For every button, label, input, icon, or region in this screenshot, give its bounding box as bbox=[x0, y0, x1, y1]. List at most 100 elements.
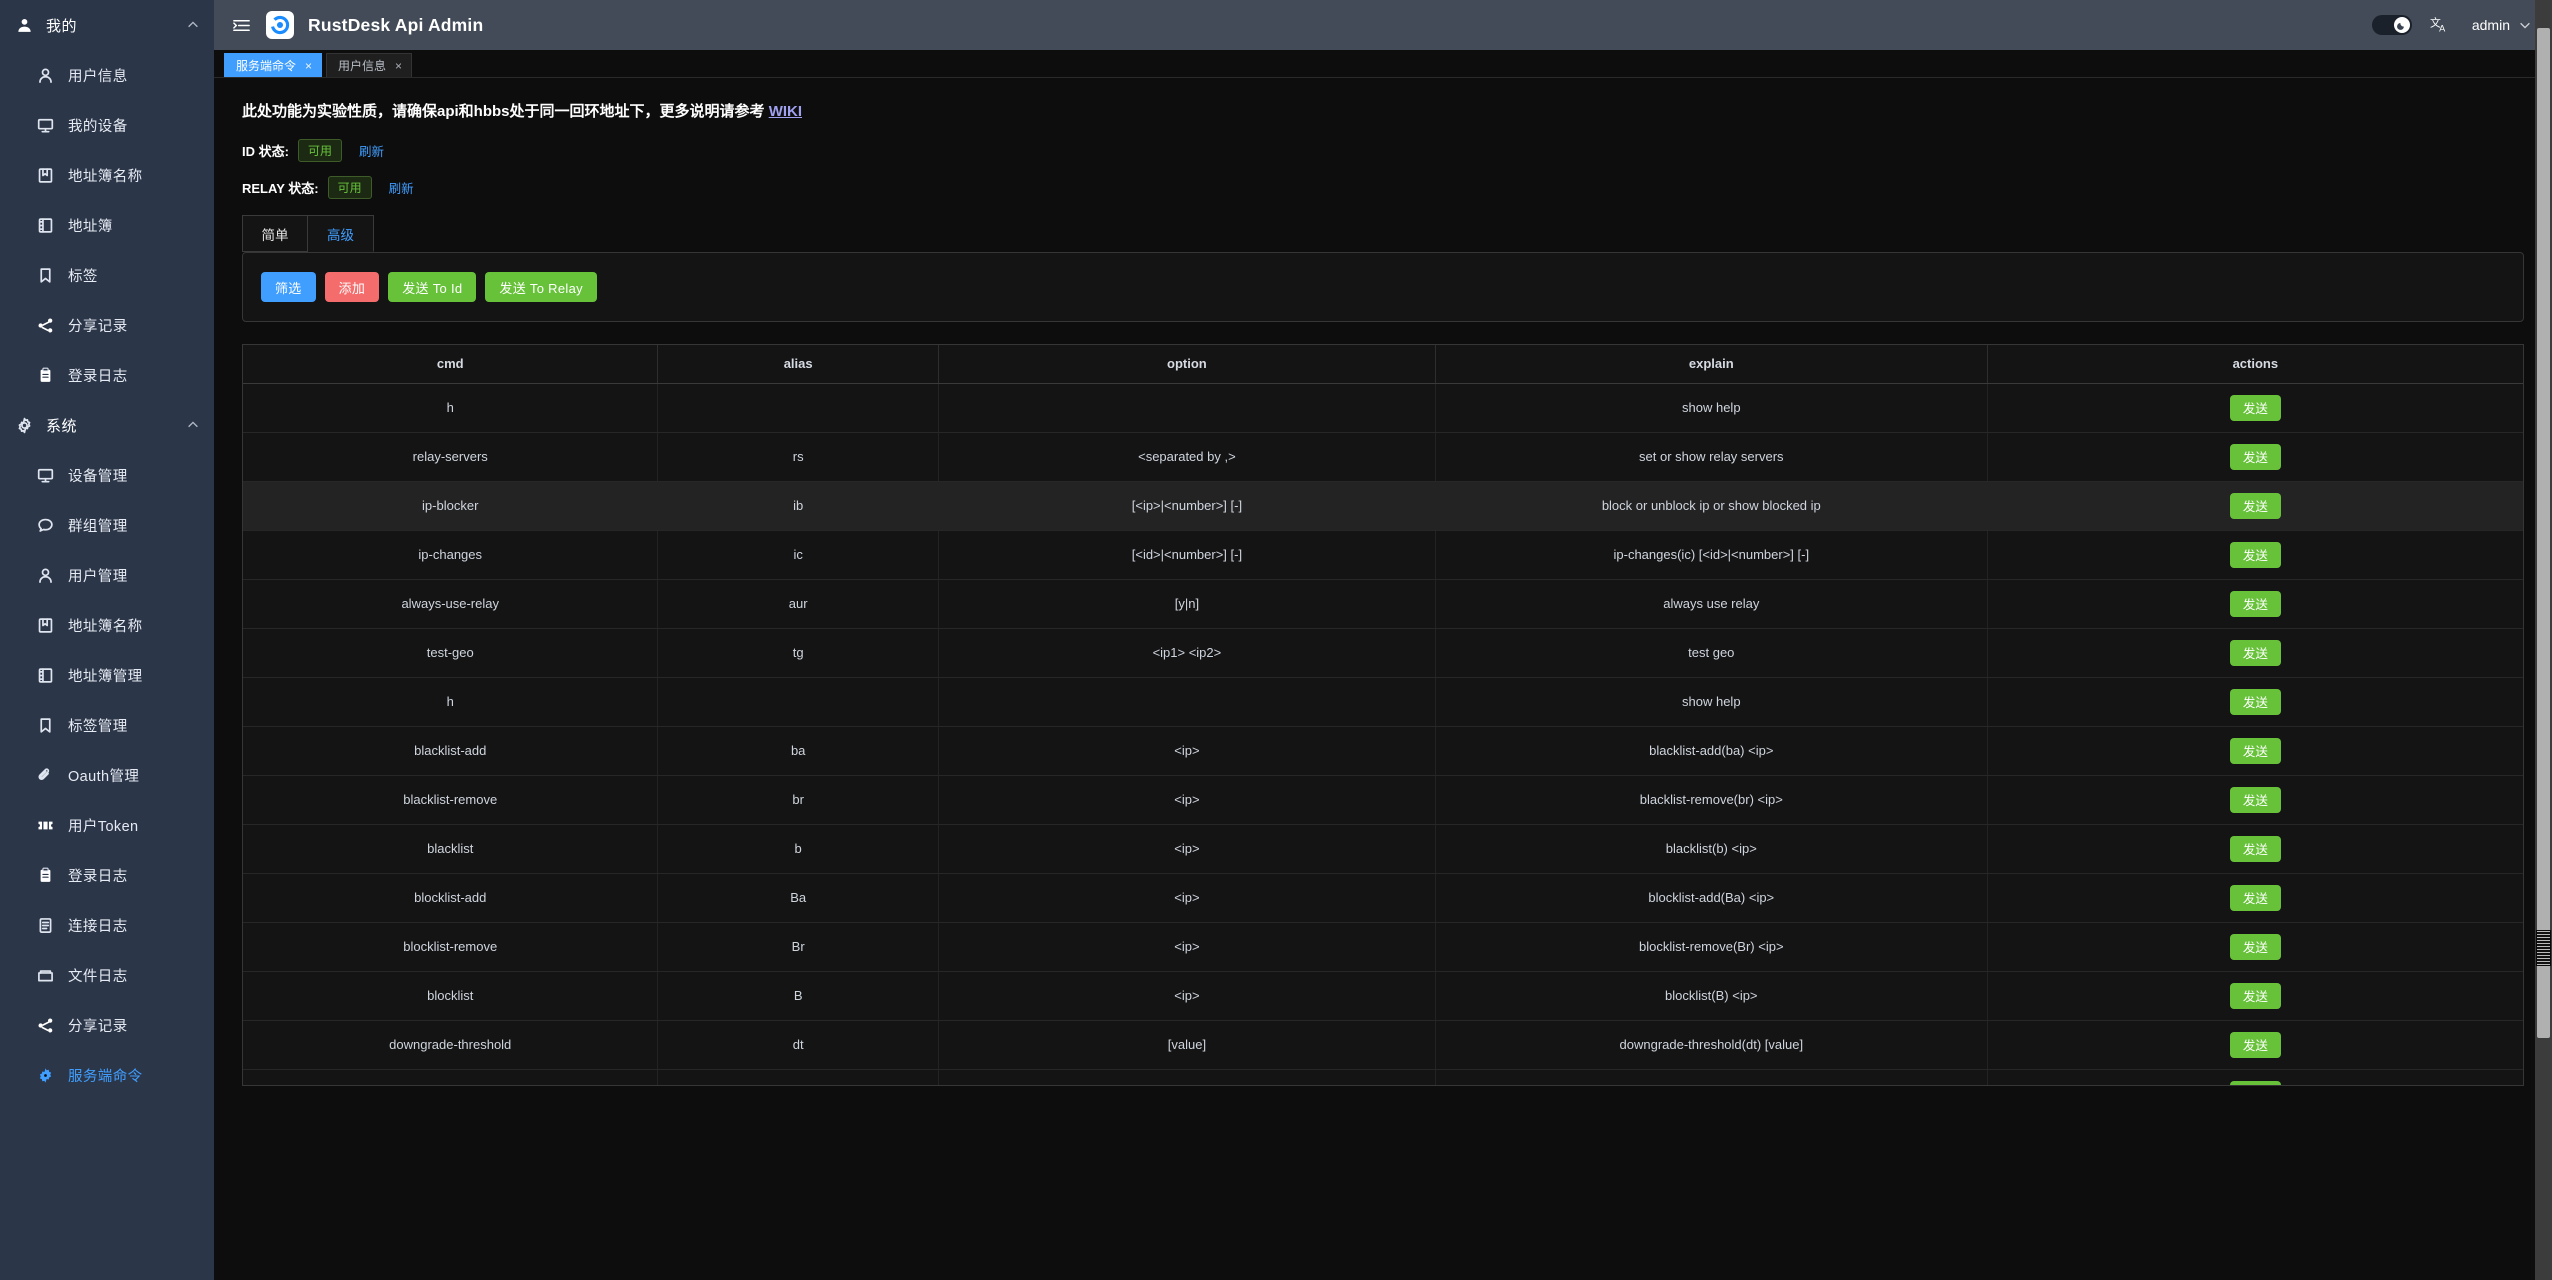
cell-explain: block or unblock ip or show blocked ip bbox=[1435, 481, 1988, 531]
sidebar-item-label: 标签管理 bbox=[68, 718, 128, 735]
sidebar-item-1-5[interactable]: 标签管理 bbox=[0, 700, 214, 750]
table-row: blacklist-remove br <ip> blacklist-remove(b… bbox=[243, 775, 2523, 825]
sidebar-item-1-3[interactable]: 地址簿名称 bbox=[0, 600, 214, 650]
cell-option: [y|n] bbox=[938, 579, 1436, 629]
tab-advanced[interactable]: 高级 bbox=[308, 215, 374, 252]
sidebar: 我的 用户信息 我的设备 地址簿名称 地址簿 标签 分享记录 登录日志 系统 设备管理 群组管理 用户… bbox=[0, 0, 214, 1280]
bookmark-icon bbox=[37, 267, 59, 284]
row-send-button[interactable]: 发送 bbox=[2229, 982, 2281, 1009]
sidebar-group-label: 系统 bbox=[46, 417, 78, 435]
scrollbar-grip[interactable] bbox=[2536, 930, 2551, 966]
row-send-button[interactable]: 发送 bbox=[2229, 1080, 2281, 1085]
sidebar-item-1-4[interactable]: 地址簿管理 bbox=[0, 650, 214, 700]
cell-option: [<ip>|<number>] [-] bbox=[938, 481, 1436, 531]
cell-explain: blacklist-add(ba) <ip> bbox=[1435, 726, 1988, 776]
sidebar-item-1-7[interactable]: 用户Token bbox=[0, 800, 214, 850]
cell-actions: 发送 bbox=[1987, 481, 2523, 531]
tab-simple[interactable]: 简单 bbox=[242, 215, 308, 252]
svg-text:A: A bbox=[2439, 24, 2446, 34]
cell-explain: downgrade-threshold(dt) [value] bbox=[1435, 1020, 1988, 1070]
scrollbar-thumb[interactable] bbox=[2537, 28, 2550, 1038]
theme-toggle[interactable] bbox=[2371, 15, 2412, 35]
sidebar-item-1-8[interactable]: 登录日志 bbox=[0, 850, 214, 900]
sidebar-item-1-9[interactable]: 连接日志 bbox=[0, 900, 214, 950]
row-send-button[interactable]: 发送 bbox=[2229, 835, 2281, 862]
cell-option: <ip> bbox=[938, 726, 1436, 776]
row-send-button[interactable]: 发送 bbox=[2229, 492, 2281, 519]
row-send-button[interactable]: 发送 bbox=[2229, 688, 2281, 715]
add-button[interactable]: 添加 bbox=[324, 272, 380, 302]
row-send-button[interactable]: 发送 bbox=[2229, 394, 2281, 421]
commands-table-wrapper[interactable]: cmd alias option explain actions h show help 发… bbox=[242, 344, 2524, 1086]
cell-cmd: always-use-relay bbox=[243, 579, 659, 629]
cell-option: [value(second)] bbox=[938, 1069, 1436, 1085]
close-icon[interactable]: × bbox=[395, 58, 403, 73]
tab-bar: 服务端命令 × 用户信息 × bbox=[214, 50, 2552, 78]
row-send-button[interactable]: 发送 bbox=[2229, 884, 2281, 911]
send-to-relay-button[interactable]: 发送 To Relay bbox=[485, 272, 597, 302]
cell-explain: downgrade-start-check(t) [value(second)] bbox=[1435, 1069, 1988, 1085]
sidebar-item-label: 标签 bbox=[68, 268, 98, 285]
sidebar-item-0-2[interactable]: 地址簿名称 bbox=[0, 150, 214, 200]
cell-option: [value] bbox=[938, 1020, 1436, 1070]
cell-explain: ip-changes(ic) [<id>|<number>] [-] bbox=[1435, 530, 1988, 580]
cell-option: <ip> bbox=[938, 971, 1436, 1021]
language-switcher[interactable]: 文 A bbox=[2430, 15, 2450, 35]
close-icon[interactable]: × bbox=[305, 58, 313, 73]
cell-actions: 发送 bbox=[1987, 1069, 2523, 1085]
sidebar-group-system[interactable]: 系统 bbox=[0, 400, 214, 450]
sidebar-item-0-3[interactable]: 地址簿 bbox=[0, 200, 214, 250]
cell-cmd: h bbox=[243, 383, 659, 433]
page-scrollbar[interactable] bbox=[2535, 0, 2552, 1280]
row-send-button[interactable]: 发送 bbox=[2229, 1031, 2281, 1058]
sidebar-item-1-6[interactable]: Oauth管理 bbox=[0, 750, 214, 800]
chat-icon bbox=[37, 517, 59, 534]
cell-explain: show help bbox=[1435, 383, 1988, 433]
wiki-link[interactable]: WIKI bbox=[768, 103, 803, 120]
id-refresh-button[interactable]: 刷新 bbox=[358, 145, 384, 159]
sidebar-item-0-5[interactable]: 分享记录 bbox=[0, 300, 214, 350]
tab-0[interactable]: 服务端命令 × bbox=[224, 53, 323, 77]
sidebar-item-label: 我的设备 bbox=[68, 118, 128, 135]
sidebar-item-label: 地址簿 bbox=[68, 218, 113, 235]
sidebar-item-1-10[interactable]: 文件日志 bbox=[0, 950, 214, 1000]
sidebar-item-1-12[interactable]: 服务端命令 bbox=[0, 1050, 214, 1100]
row-send-button[interactable]: 发送 bbox=[2229, 639, 2281, 666]
sidebar-item-label: 分享记录 bbox=[68, 1018, 128, 1035]
row-send-button[interactable]: 发送 bbox=[2229, 933, 2281, 960]
sidebar-item-1-11[interactable]: 分享记录 bbox=[0, 1000, 214, 1050]
sidebar-item-label: 群组管理 bbox=[68, 518, 128, 535]
column-header-actions: actions bbox=[1987, 345, 2523, 384]
user-icon bbox=[37, 567, 59, 584]
notebook-icon bbox=[37, 217, 59, 234]
relay-refresh-button[interactable]: 刷新 bbox=[388, 182, 414, 196]
cell-cmd: blocklist bbox=[243, 971, 659, 1021]
sidebar-item-1-0[interactable]: 设备管理 bbox=[0, 450, 214, 500]
sidebar-item-1-1[interactable]: 群组管理 bbox=[0, 500, 214, 550]
sidebar-item-0-6[interactable]: 登录日志 bbox=[0, 350, 214, 400]
cell-option: <separated by ,> bbox=[938, 432, 1436, 482]
hamburger-icon[interactable] bbox=[232, 17, 252, 33]
tab-1[interactable]: 用户信息 × bbox=[326, 53, 413, 77]
sidebar-group-mine[interactable]: 我的 bbox=[0, 0, 214, 50]
folder-icon bbox=[37, 967, 59, 984]
filter-button[interactable]: 筛选 bbox=[261, 272, 316, 302]
cell-option bbox=[938, 677, 1436, 727]
row-send-button[interactable]: 发送 bbox=[2229, 786, 2281, 813]
cell-alias: b bbox=[657, 824, 939, 874]
user-menu[interactable]: admin bbox=[2472, 17, 2532, 33]
sidebar-item-0-0[interactable]: 用户信息 bbox=[0, 50, 214, 100]
sidebar-item-0-1[interactable]: 我的设备 bbox=[0, 100, 214, 150]
cell-alias: B bbox=[657, 971, 939, 1021]
row-send-button[interactable]: 发送 bbox=[2229, 590, 2281, 617]
cell-alias: aur bbox=[657, 579, 939, 629]
sidebar-item-0-4[interactable]: 标签 bbox=[0, 250, 214, 300]
top-bar: RustDesk Api Admin 文 A admin bbox=[214, 0, 2552, 50]
ticket-icon bbox=[37, 817, 59, 834]
send-to-id-button[interactable]: 发送 To Id bbox=[388, 272, 477, 302]
row-send-button[interactable]: 发送 bbox=[2229, 541, 2281, 568]
row-send-button[interactable]: 发送 bbox=[2229, 443, 2281, 470]
row-send-button[interactable]: 发送 bbox=[2229, 737, 2281, 764]
sidebar-item-1-2[interactable]: 用户管理 bbox=[0, 550, 214, 600]
